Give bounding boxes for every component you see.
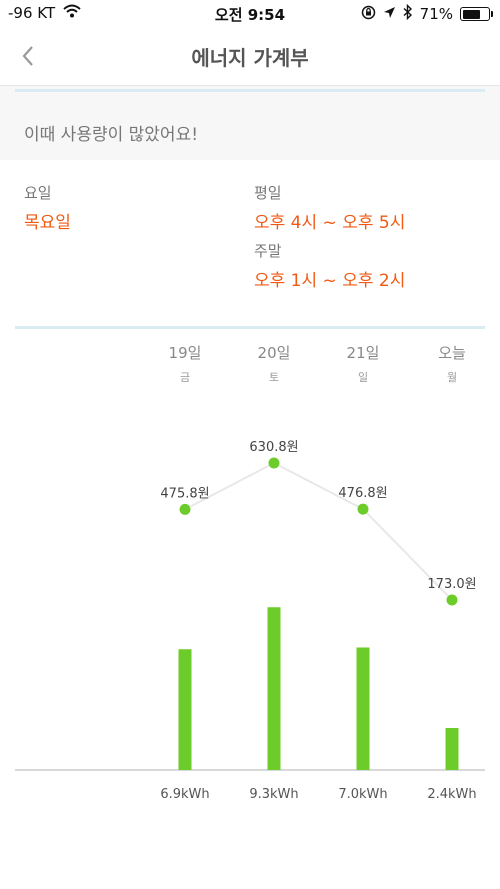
divider xyxy=(15,326,485,329)
day-weekday: 월 xyxy=(446,371,458,384)
cost-line xyxy=(184,461,453,601)
usage-label: 6.9kWh xyxy=(160,787,209,802)
notice-banner: 이때 사용량이 많았어요! xyxy=(0,86,500,160)
day-header: 21일 일 xyxy=(333,342,393,385)
day-weekday: 토 xyxy=(268,371,280,384)
battery-percent: 71% xyxy=(419,5,453,23)
cost-label: 630.8원 xyxy=(249,440,298,455)
cost-point xyxy=(179,503,191,515)
peak-info: 요일 목요일 평일 오후 4시 ~ 오후 5시 주말 오후 1시 ~ 오후 2시 xyxy=(0,160,500,326)
day-weekday: 일 xyxy=(357,371,369,384)
cost-point xyxy=(357,503,369,515)
day-weekday: 금 xyxy=(179,371,191,384)
day-date: 21일 xyxy=(346,344,380,362)
wifi-icon xyxy=(63,4,81,22)
weekday-label: 평일 xyxy=(254,184,282,202)
bluetooth-icon xyxy=(403,3,413,24)
weekday-value: 오후 4시 ~ 오후 5시 xyxy=(254,213,406,233)
rotation-lock-icon xyxy=(361,5,376,24)
notice-text: 이때 사용량이 많았어요! xyxy=(24,125,199,145)
usage-label: 9.3kWh xyxy=(249,787,298,802)
usage-label: 7.0kWh xyxy=(338,787,387,802)
status-bar: -96 KT 오전 9:54 71% xyxy=(0,0,500,28)
usage-label: 2.4kWh xyxy=(427,787,476,802)
cost-label: 476.8원 xyxy=(338,486,387,501)
usage-chart: 6.9kWh 9.3kWh 7.0kWh 2.4kWh 475.8원 630.8원 476.… xyxy=(0,380,500,820)
day-header: 19일 금 xyxy=(155,342,215,385)
cost-point xyxy=(268,457,280,469)
usage-bar xyxy=(445,728,459,770)
battery-icon xyxy=(460,7,493,21)
location-icon xyxy=(383,5,396,23)
chevron-left-icon xyxy=(22,46,33,66)
day-header: 오늘 월 xyxy=(422,342,482,385)
day-date: 20일 xyxy=(257,344,291,362)
page-title: 에너지 가계부 xyxy=(191,46,309,70)
back-button[interactable] xyxy=(10,38,46,74)
usage-bar xyxy=(178,649,192,770)
weekend-label: 주말 xyxy=(254,242,282,260)
weekend-value: 오후 1시 ~ 오후 2시 xyxy=(254,271,406,291)
cost-label: 173.0원 xyxy=(427,577,476,592)
day-date: 오늘 xyxy=(438,344,466,362)
nav-bar: 에너지 가계부 xyxy=(0,28,500,86)
day-date: 19일 xyxy=(168,344,202,362)
signal-text: -96 KT xyxy=(8,4,56,22)
usage-bar xyxy=(267,607,281,770)
cost-label: 475.8원 xyxy=(160,486,209,501)
usage-bar xyxy=(356,647,370,770)
day-value: 목요일 xyxy=(24,213,71,233)
usage-chart-svg: 6.9kWh 9.3kWh 7.0kWh 2.4kWh 475.8원 630.8원 476.… xyxy=(15,440,485,802)
day-label: 요일 xyxy=(24,184,52,202)
status-time: 오전 9:54 xyxy=(214,6,286,24)
divider xyxy=(15,89,485,92)
cost-point xyxy=(446,594,458,606)
day-header: 20일 토 xyxy=(244,342,304,385)
